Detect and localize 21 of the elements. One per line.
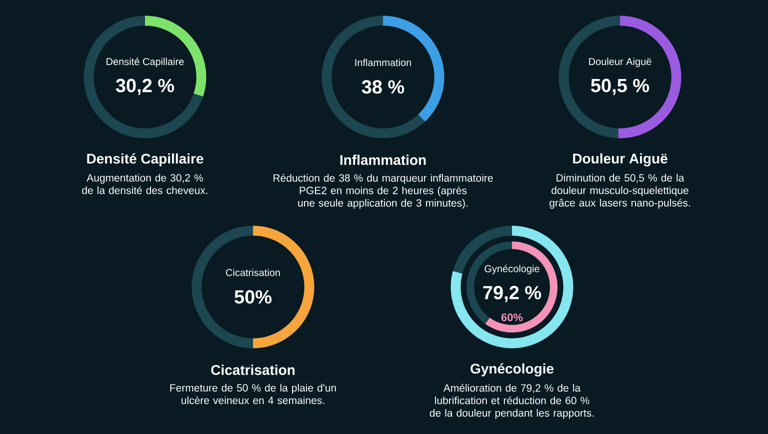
text: Augmentation de 30,2 % de la densité des cheveux. [82,174,208,194]
slice-label: Densité Capillaire [106,58,184,68]
text: Amélioration de 79,2 % de la lubrification et réduction de 60 % de la douleur pendant les rapports. [430,384,594,419]
data-label: 50,5 % [591,78,650,96]
slice-label: Inflammation [355,58,411,66]
data-label: 38 % [362,80,404,94]
text: Fermeture de 50 % de la plaie d'un ulcère veineux en 4 semaines. [170,384,336,404]
text: Douleur Aiguë [573,153,668,166]
text: Diminution de 50,5 % de la douleur musculo-squelettique grâce aux lasers nano-pulsés. [550,174,690,209]
text: Réduction de 38 % du marqueur inflammatoire PGE2 en moins de 2 heures (après une seule application de 3 minutes). [274,174,493,209]
data-label: 30,2 % [116,78,174,96]
text: Densité Capillaire [87,153,204,166]
text: Cicatrisation [211,364,295,375]
slice-label: Cicatrisation [226,268,280,276]
data-label: 60% [501,313,523,322]
slice-label: Gynécologie [484,264,540,274]
text: Inflammation [340,154,426,165]
slice-label: Douleur Aiguë [589,58,652,68]
data-label: 79,2 % [483,286,542,302]
text: Gynécologie [470,363,554,376]
data-label: 50% [234,290,272,304]
